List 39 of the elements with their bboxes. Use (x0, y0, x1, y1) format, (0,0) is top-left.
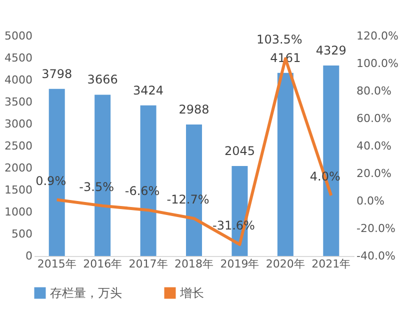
y-tick-label: 3000 (4, 118, 32, 130)
y2-tick-label: 80.0% (356, 84, 392, 98)
x-tick-label: 2018年 (174, 258, 214, 270)
y-tick-label: 4000 (4, 74, 32, 86)
data-label: 4329 (316, 44, 346, 58)
legend-label: 增长 (179, 286, 204, 300)
data-label: 4161 (270, 50, 301, 65)
data-label: 103.5% (256, 32, 302, 47)
data-label: 2045 (224, 144, 255, 158)
data-label: 3798 (42, 66, 72, 81)
data-label: 4.0% (310, 170, 340, 184)
x-tick-label: 2015年 (37, 258, 76, 270)
bar (277, 72, 294, 256)
y2-tick-label: 40.0% (356, 140, 392, 152)
y-tick-label: 3500 (4, 96, 32, 108)
legend-label: 存栏量，万头 (50, 286, 122, 300)
y-tick-label: 2000 (4, 162, 32, 174)
y2-tick-label: 120.0% (356, 30, 398, 42)
y-tick-label: 0 (26, 250, 32, 262)
y-tick-label: 5000 (4, 30, 32, 42)
y-tick-label: 4500 (4, 52, 32, 64)
y2-tick-label: -40.0% (356, 250, 396, 262)
y2-tick-label: 100.0% (356, 57, 398, 70)
x-tick-label: 2019年 (220, 258, 260, 270)
x-tick-label: 2021年 (312, 258, 351, 270)
x-tick-label: 2017年 (128, 258, 168, 270)
y2-tick-label: 20.0% (356, 167, 392, 180)
y2-tick-label: 60.0% (356, 112, 392, 125)
x-tick-label: 2020年 (266, 258, 305, 270)
x-tick-label: 2016年 (83, 258, 122, 270)
data-label: 3424 (133, 83, 164, 98)
y-tick-label: 1000 (4, 206, 32, 218)
y2-tick-label: -20.0% (356, 222, 396, 235)
data-label: 3666 (87, 72, 118, 87)
y2-tick-label: 0.0% (356, 194, 384, 208)
y-tick-label: 500 (12, 228, 32, 240)
y-tick-label: 1500 (4, 184, 32, 196)
data-label: 2988 (178, 102, 210, 117)
y-tick-label: 2500 (4, 140, 32, 152)
